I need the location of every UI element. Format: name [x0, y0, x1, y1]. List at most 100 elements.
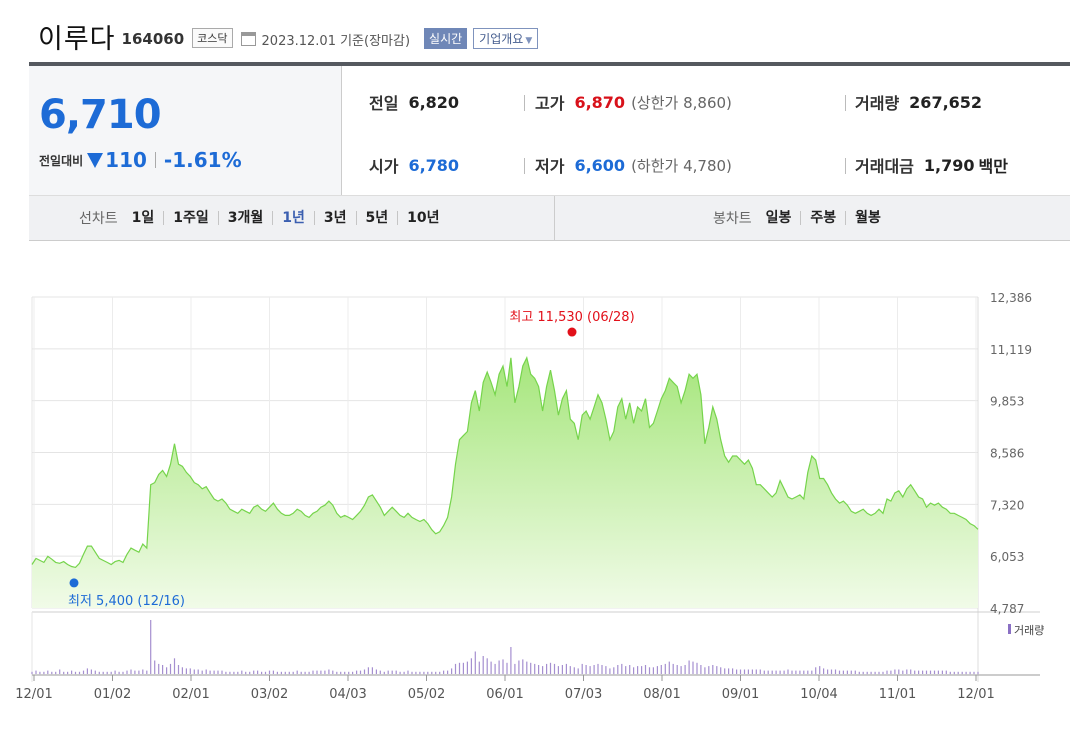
volume-bar	[581, 663, 583, 674]
tab-10y[interactable]: 10년	[397, 211, 448, 225]
divider	[524, 158, 525, 174]
volume-bar	[98, 671, 100, 675]
tab-1y[interactable]: 1년	[272, 211, 314, 225]
low-marker	[69, 578, 79, 588]
volume-bar	[819, 666, 821, 674]
volume-bar	[122, 671, 124, 675]
volume-bar	[672, 663, 674, 674]
company-overview-dropdown[interactable]: 기업개요 ▼	[473, 28, 539, 49]
volume-bar	[371, 667, 373, 675]
volume-bar	[676, 665, 678, 674]
realtime-button[interactable]: 실시간	[424, 28, 468, 49]
volume-bar	[185, 668, 187, 674]
low-value: 6,600	[574, 155, 626, 175]
volume-bar	[166, 667, 168, 675]
volume-bar	[648, 667, 651, 675]
volume-bar	[783, 670, 785, 674]
volume-bar	[830, 669, 833, 674]
volume-bar	[399, 671, 401, 675]
volume-bar	[229, 671, 231, 675]
tab-daily[interactable]: 일봉	[765, 210, 792, 226]
quote-panel: 6,710 전일대비 110 -1.61% 전일 6,820 고가 6,870 …	[29, 62, 1070, 199]
volume-bar	[328, 669, 330, 674]
volume-bar	[747, 669, 749, 674]
tab-5y[interactable]: 5년	[355, 211, 398, 225]
volume-bar	[815, 667, 817, 675]
low-label: 최저 5,400 (12/16)	[68, 594, 185, 609]
volume-bar	[641, 666, 643, 674]
divider	[845, 95, 846, 111]
volume-bar	[549, 662, 552, 675]
tab-1d[interactable]: 1일	[131, 210, 155, 226]
open-label: 시가	[369, 157, 399, 176]
volume-bar	[225, 671, 227, 675]
volume-bar	[842, 670, 844, 674]
x-tick-label: 09/01	[722, 687, 759, 702]
volume-bar	[423, 671, 425, 675]
volume-bar	[589, 666, 591, 674]
volume-bar	[138, 670, 140, 674]
volume-bar	[55, 671, 57, 675]
volume-bar	[585, 665, 587, 674]
volume-bar	[356, 670, 358, 674]
chevron-down-icon: ▼	[525, 36, 533, 46]
company-overview-label: 기업개요	[479, 32, 524, 46]
x-tick-label: 11/01	[879, 687, 916, 702]
volume-bar	[502, 659, 504, 674]
volume-bar	[447, 670, 449, 674]
volume-bar	[953, 671, 955, 675]
volume-bar	[67, 671, 69, 675]
volume-bar	[894, 669, 896, 674]
volume-bar	[514, 663, 516, 674]
y-tick-label: 8,586	[990, 447, 1024, 461]
volume-bar	[526, 661, 528, 674]
volume-bar	[834, 669, 837, 674]
calendar-icon	[240, 32, 256, 46]
volume-bar	[534, 663, 536, 674]
volume-bar	[680, 666, 682, 674]
x-tick-label: 06/01	[486, 687, 523, 702]
volume-bar	[633, 667, 635, 675]
volume-bar	[795, 670, 797, 674]
price-chart[interactable]: 12,386 11,119 9,853 8,586 7,320 6,053 4,787 12…	[0, 250, 1070, 730]
volume-bar	[949, 671, 951, 675]
x-tick-label: 02/01	[172, 687, 209, 702]
volume-bar	[827, 669, 829, 674]
prev-close-label: 전일	[369, 94, 399, 113]
volume-bar	[561, 665, 563, 674]
x-axis: 12/01 01/02 02/01 03/02 04/03 05/02 06/01 07/03…	[15, 674, 1040, 702]
tab-3y[interactable]: 3년	[313, 211, 356, 225]
volume-bar	[553, 663, 556, 674]
volume-bar	[870, 671, 872, 675]
volume-bar	[850, 670, 852, 674]
volume-bar	[577, 668, 579, 674]
volume-bar	[142, 669, 144, 674]
volume-bar	[466, 661, 468, 674]
volume-bar	[134, 670, 136, 674]
volume-bar	[359, 670, 362, 674]
volume-bar	[130, 669, 132, 674]
volume-bar	[43, 671, 45, 675]
volume-bar	[862, 671, 864, 675]
tab-1w[interactable]: 1주일	[163, 211, 218, 225]
volume-bar	[866, 671, 868, 675]
volume-bar	[617, 665, 619, 674]
volume-bar	[193, 669, 195, 674]
volume-bar	[462, 662, 464, 675]
tab-weekly[interactable]: 주봉	[800, 211, 845, 225]
volume-bar	[451, 668, 453, 674]
upper-limit: (상한가 8,860)	[631, 93, 732, 112]
volume-bar	[395, 670, 397, 674]
volume-bar	[767, 670, 769, 674]
volume-bar	[498, 660, 500, 674]
tab-monthly[interactable]: 월봉	[845, 211, 890, 225]
volume-bar	[704, 667, 706, 675]
volume-bar	[90, 669, 92, 674]
volume-bar	[363, 669, 366, 674]
tab-3m[interactable]: 3개월	[217, 211, 273, 225]
volume-bar	[929, 670, 932, 674]
chart-annotations: 최고 11,530 (06/28) 최저 5,400 (12/16)	[68, 310, 635, 609]
volume-bar	[708, 666, 710, 674]
volume-bar	[51, 671, 53, 675]
y-tick-label: 11,119	[990, 343, 1032, 357]
